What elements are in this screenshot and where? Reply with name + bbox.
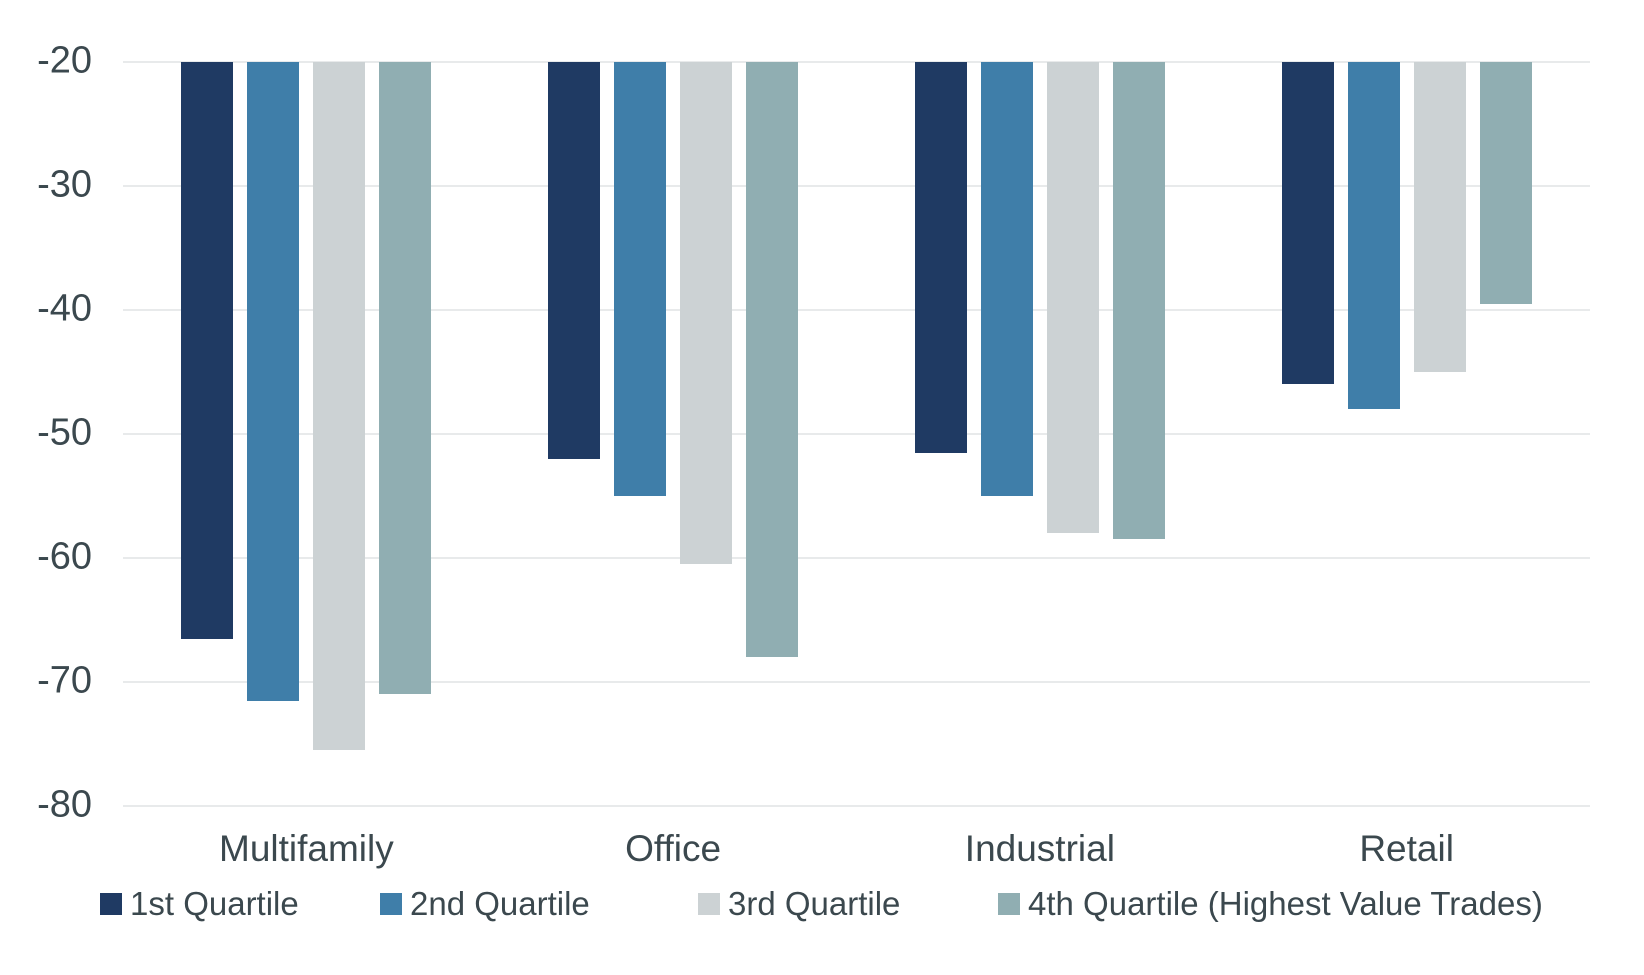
legend-swatch-icon [100,893,122,915]
gridline [123,185,1590,187]
gridline [123,309,1590,311]
x-axis: Multifamily Office Industrial Retail [123,828,1590,876]
bar-group-office [548,62,799,806]
legend: 1st Quartile 2nd Quartile 3rd Quartile 4th … [0,878,1644,930]
y-axis: -20 -30 -40 -50 -60 -70 -80 [0,40,92,826]
legend-label: 3rd Quartile [728,885,901,922]
x-category-label: Office [625,828,722,869]
bar [548,62,601,459]
gridline [123,61,1590,63]
gridline [123,557,1590,559]
bar [1281,62,1334,385]
bar [313,62,366,751]
bar [914,62,967,453]
x-category-label: Multifamily [219,828,394,869]
bar [181,62,234,639]
legend-item[interactable]: 2nd Quartile [380,878,590,930]
bar [680,62,733,565]
y-tick-label: -70 [37,659,92,702]
legend-item[interactable]: 1st Quartile [100,878,299,930]
bar [1479,62,1532,304]
bar-group-retail [1281,62,1532,806]
legend-item[interactable]: 3rd Quartile [698,878,900,930]
gridline [123,681,1590,683]
x-category-label: Retail [1359,828,1454,869]
x-category-label: Industrial [964,828,1115,869]
y-tick-label: -30 [37,163,92,206]
gridline [123,805,1590,807]
y-tick-label: -60 [37,535,92,578]
plot-area [123,61,1590,807]
legend-item[interactable]: 4th Quartile (Highest Value Trades) [998,878,1543,930]
bar [1112,62,1165,540]
legend-swatch-icon [698,893,720,915]
bar [746,62,799,658]
legend-label: 4th Quartile (Highest Value Trades) [1028,885,1543,922]
legend-label: 1st Quartile [130,885,299,922]
bar-group-multifamily [181,62,432,806]
bar [247,62,300,701]
legend-label: 2nd Quartile [410,885,590,922]
bar [1413,62,1466,372]
bar [1046,62,1099,534]
bar-group-industrial [914,62,1165,806]
bar [614,62,667,496]
bar [980,62,1033,496]
y-tick-label: -40 [37,287,92,330]
y-tick-label: -50 [37,411,92,454]
bar [379,62,432,695]
y-tick-label: -80 [37,783,92,826]
y-tick-label: -20 [37,39,92,82]
bar [1347,62,1400,410]
legend-swatch-icon [998,893,1020,915]
gridline [123,433,1590,435]
legend-swatch-icon [380,893,402,915]
